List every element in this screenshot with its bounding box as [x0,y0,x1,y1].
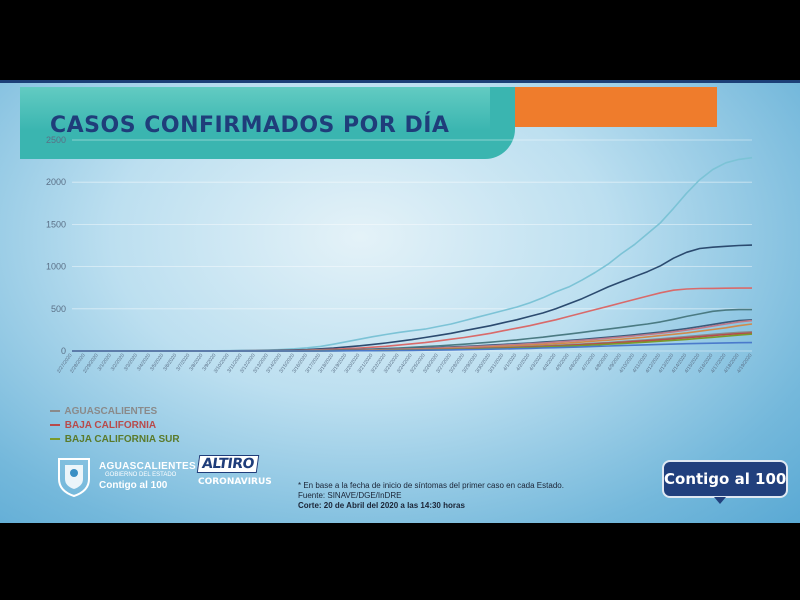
series-line [72,156,753,352]
coat-of-arms-icon [58,458,90,497]
y-tick-label: 1500 [46,219,66,229]
footnote-cutoff: Corte: 20 de Abril del 2020 a las 14:30 … [298,501,465,510]
series-line [72,319,753,352]
y-tick-label: 500 [51,304,66,314]
footnote-source: Fuente: SINAVE/DGE/InDRE [298,491,402,500]
orange-accent-bar [495,87,717,127]
legend-swatch [50,410,60,413]
legend-label: AGUASCALIENTES [64,406,158,417]
state-name: AGUASCALIENTES [99,461,196,472]
title-banner-highlight [20,87,490,131]
altiro-coronavirus-logo: ALTIRO CORONAVIRUS [196,455,272,499]
page-title: CASOS CONFIRMADOS POR DÍA [50,113,450,138]
chart-y-axis: 0 500 1000 1500 2000 2500 [46,135,66,356]
y-tick-label: 0 [61,346,66,356]
state-government: GOBIERNO DEL ESTADO [105,472,177,478]
legend-label: BAJA CALIFORNIA [64,420,157,431]
footnote-basis: * En base a la fecha de inicio de síntom… [298,481,564,490]
aguascalientes-text: AGUASCALIENTES GOBIERNO DEL ESTADO Conti… [99,461,196,491]
chart-x-axis: 2/27/20202/28/20202/29/20203/1/20203/2/2… [56,353,754,375]
line-chart: 0 500 1000 1500 2000 2500 2/27/20202/28/20202… [46,135,754,375]
legend-entry: BAJA CALIFORNIA [50,419,180,433]
chart-series [72,156,753,352]
contigo-tagline: Contigo al 100 [99,480,168,491]
footnotes: * En base a la fecha de inicio de síntom… [298,481,564,511]
series-line [72,341,753,352]
legend-swatch [50,424,60,427]
legend-entry: AGUASCALIENTES [50,405,180,419]
aguascalientes-logo: AGUASCALIENTES GOBIERNO DEL ESTADO Conti… [55,455,196,497]
legend-entry: BAJA CALIFORNIA SUR [50,433,180,447]
chart-legend: AGUASCALIENTES BAJA CALIFORNIA BAJA CALI… [50,405,180,447]
series-line [72,319,753,352]
altiro-wordmark: ALTIRO [196,455,260,473]
title-banner: CASOS CONFIRMADOS POR DÍA [20,87,515,159]
y-tick-label: 2500 [46,135,66,145]
y-tick-label: 2000 [46,177,66,187]
legend-label: BAJA CALIFORNIA SUR [64,434,180,445]
legend-swatch [50,438,60,441]
contigo-badge: Contigo al 100 [662,460,788,504]
chart-gridlines [72,139,752,352]
y-tick-label: 1000 [46,262,66,272]
slide: CASOS CONFIRMADOS POR DÍA 0 500 1000 1500 20… [0,80,800,523]
coronavirus-wordmark: CORONAVIRUS [198,477,272,487]
